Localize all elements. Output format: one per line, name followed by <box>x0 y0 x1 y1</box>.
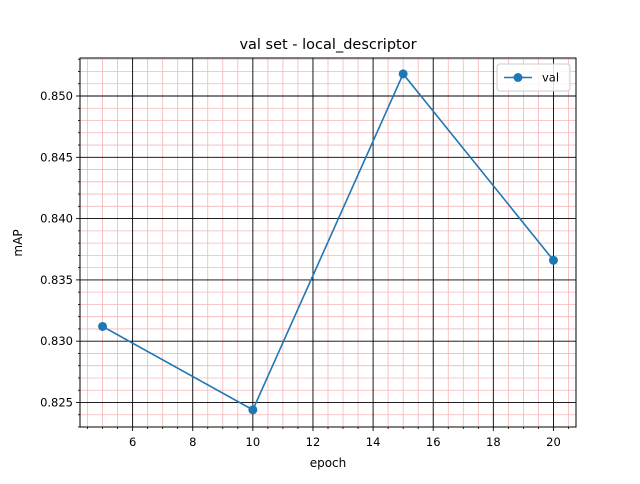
x-tick-label: 20 <box>546 435 561 449</box>
legend-label: val <box>542 71 559 85</box>
plot-area: 6 8 10 12 14 16 18 20 0.825 0.830 0.835 0.840 0.845 0… <box>40 57 577 449</box>
data-point <box>398 69 408 79</box>
legend: val <box>496 63 571 92</box>
x-tick-label: 12 <box>306 435 321 449</box>
chart-title: val set - local_descriptor <box>239 37 416 53</box>
y-tick-label: 0.825 <box>40 395 73 409</box>
major-grid <box>80 58 576 427</box>
data-point <box>548 255 558 265</box>
x-tick-label: 14 <box>366 435 381 449</box>
legend-marker <box>513 73 523 82</box>
x-tick-label: 6 <box>129 435 136 449</box>
y-tick-label: 0.850 <box>40 89 73 103</box>
x-tick-label: 8 <box>189 435 196 449</box>
x-tick-label: 16 <box>426 435 441 449</box>
y-tick-label: 0.840 <box>40 212 73 226</box>
y-tick-label: 0.845 <box>40 150 73 164</box>
y-tick-label: 0.835 <box>40 273 73 287</box>
legend-box <box>496 63 571 92</box>
y-tick-label: 0.830 <box>40 334 73 348</box>
x-axis-label: epoch <box>310 456 347 470</box>
data-point <box>98 321 108 331</box>
x-tick-label: 18 <box>486 435 501 449</box>
y-axis-label: mAP <box>11 229 25 256</box>
series-line-val <box>102 72 555 411</box>
x-tick-label: 10 <box>246 435 261 449</box>
data-point <box>248 405 258 415</box>
